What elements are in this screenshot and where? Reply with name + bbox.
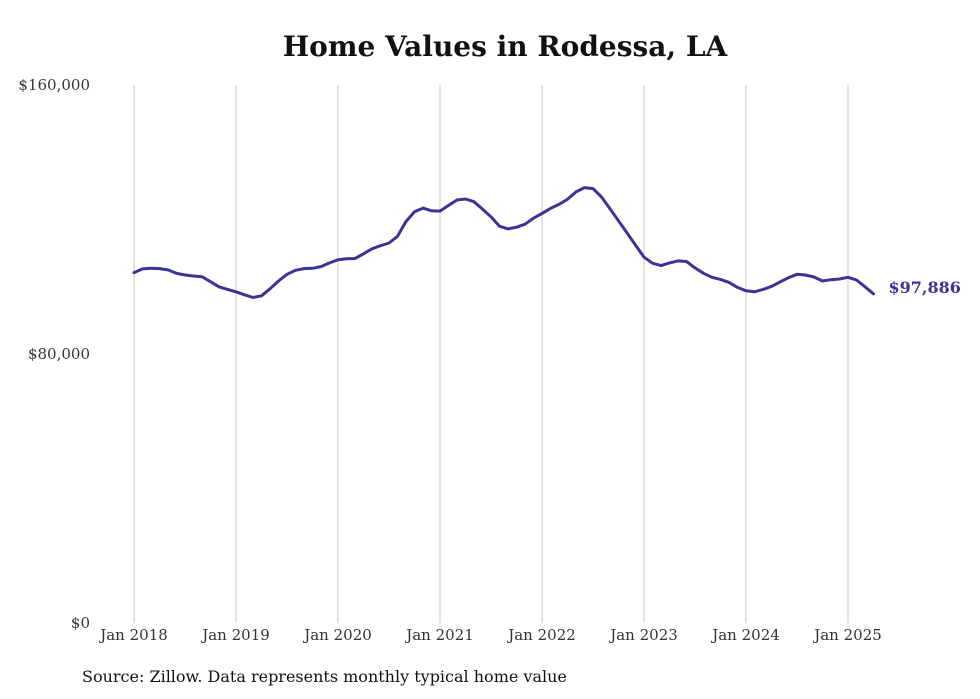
x-tick-label: Jan 2021 — [404, 626, 474, 644]
x-tick-label: Jan 2018 — [98, 626, 168, 644]
x-tick-label: Jan 2024 — [710, 626, 780, 644]
x-tick-label: Jan 2019 — [200, 626, 270, 644]
x-tick-label: Jan 2025 — [812, 626, 882, 644]
x-tick-label: Jan 2023 — [608, 626, 678, 644]
vertical-grid-lines — [133, 85, 849, 623]
y-tick-label: $160,000 — [18, 76, 90, 94]
y-tick-label: $80,000 — [28, 345, 90, 363]
chart-title: Home Values in Rodessa, LA — [282, 30, 728, 63]
latest-value-label: $97,886 — [889, 278, 961, 297]
source-note: Source: Zillow. Data represents monthly … — [82, 667, 567, 686]
y-tick-label: $0 — [71, 614, 90, 632]
home-value-series-line — [132, 186, 875, 299]
x-axis-tick-labels: Jan 2018 Jan 2019 Jan 2020 Jan 2021 Jan 2022… — [98, 626, 882, 644]
x-tick-label: Jan 2022 — [506, 626, 576, 644]
y-axis-tick-labels: $0 $80,000 $160,000 — [18, 76, 90, 632]
x-tick-label: Jan 2020 — [302, 626, 372, 644]
